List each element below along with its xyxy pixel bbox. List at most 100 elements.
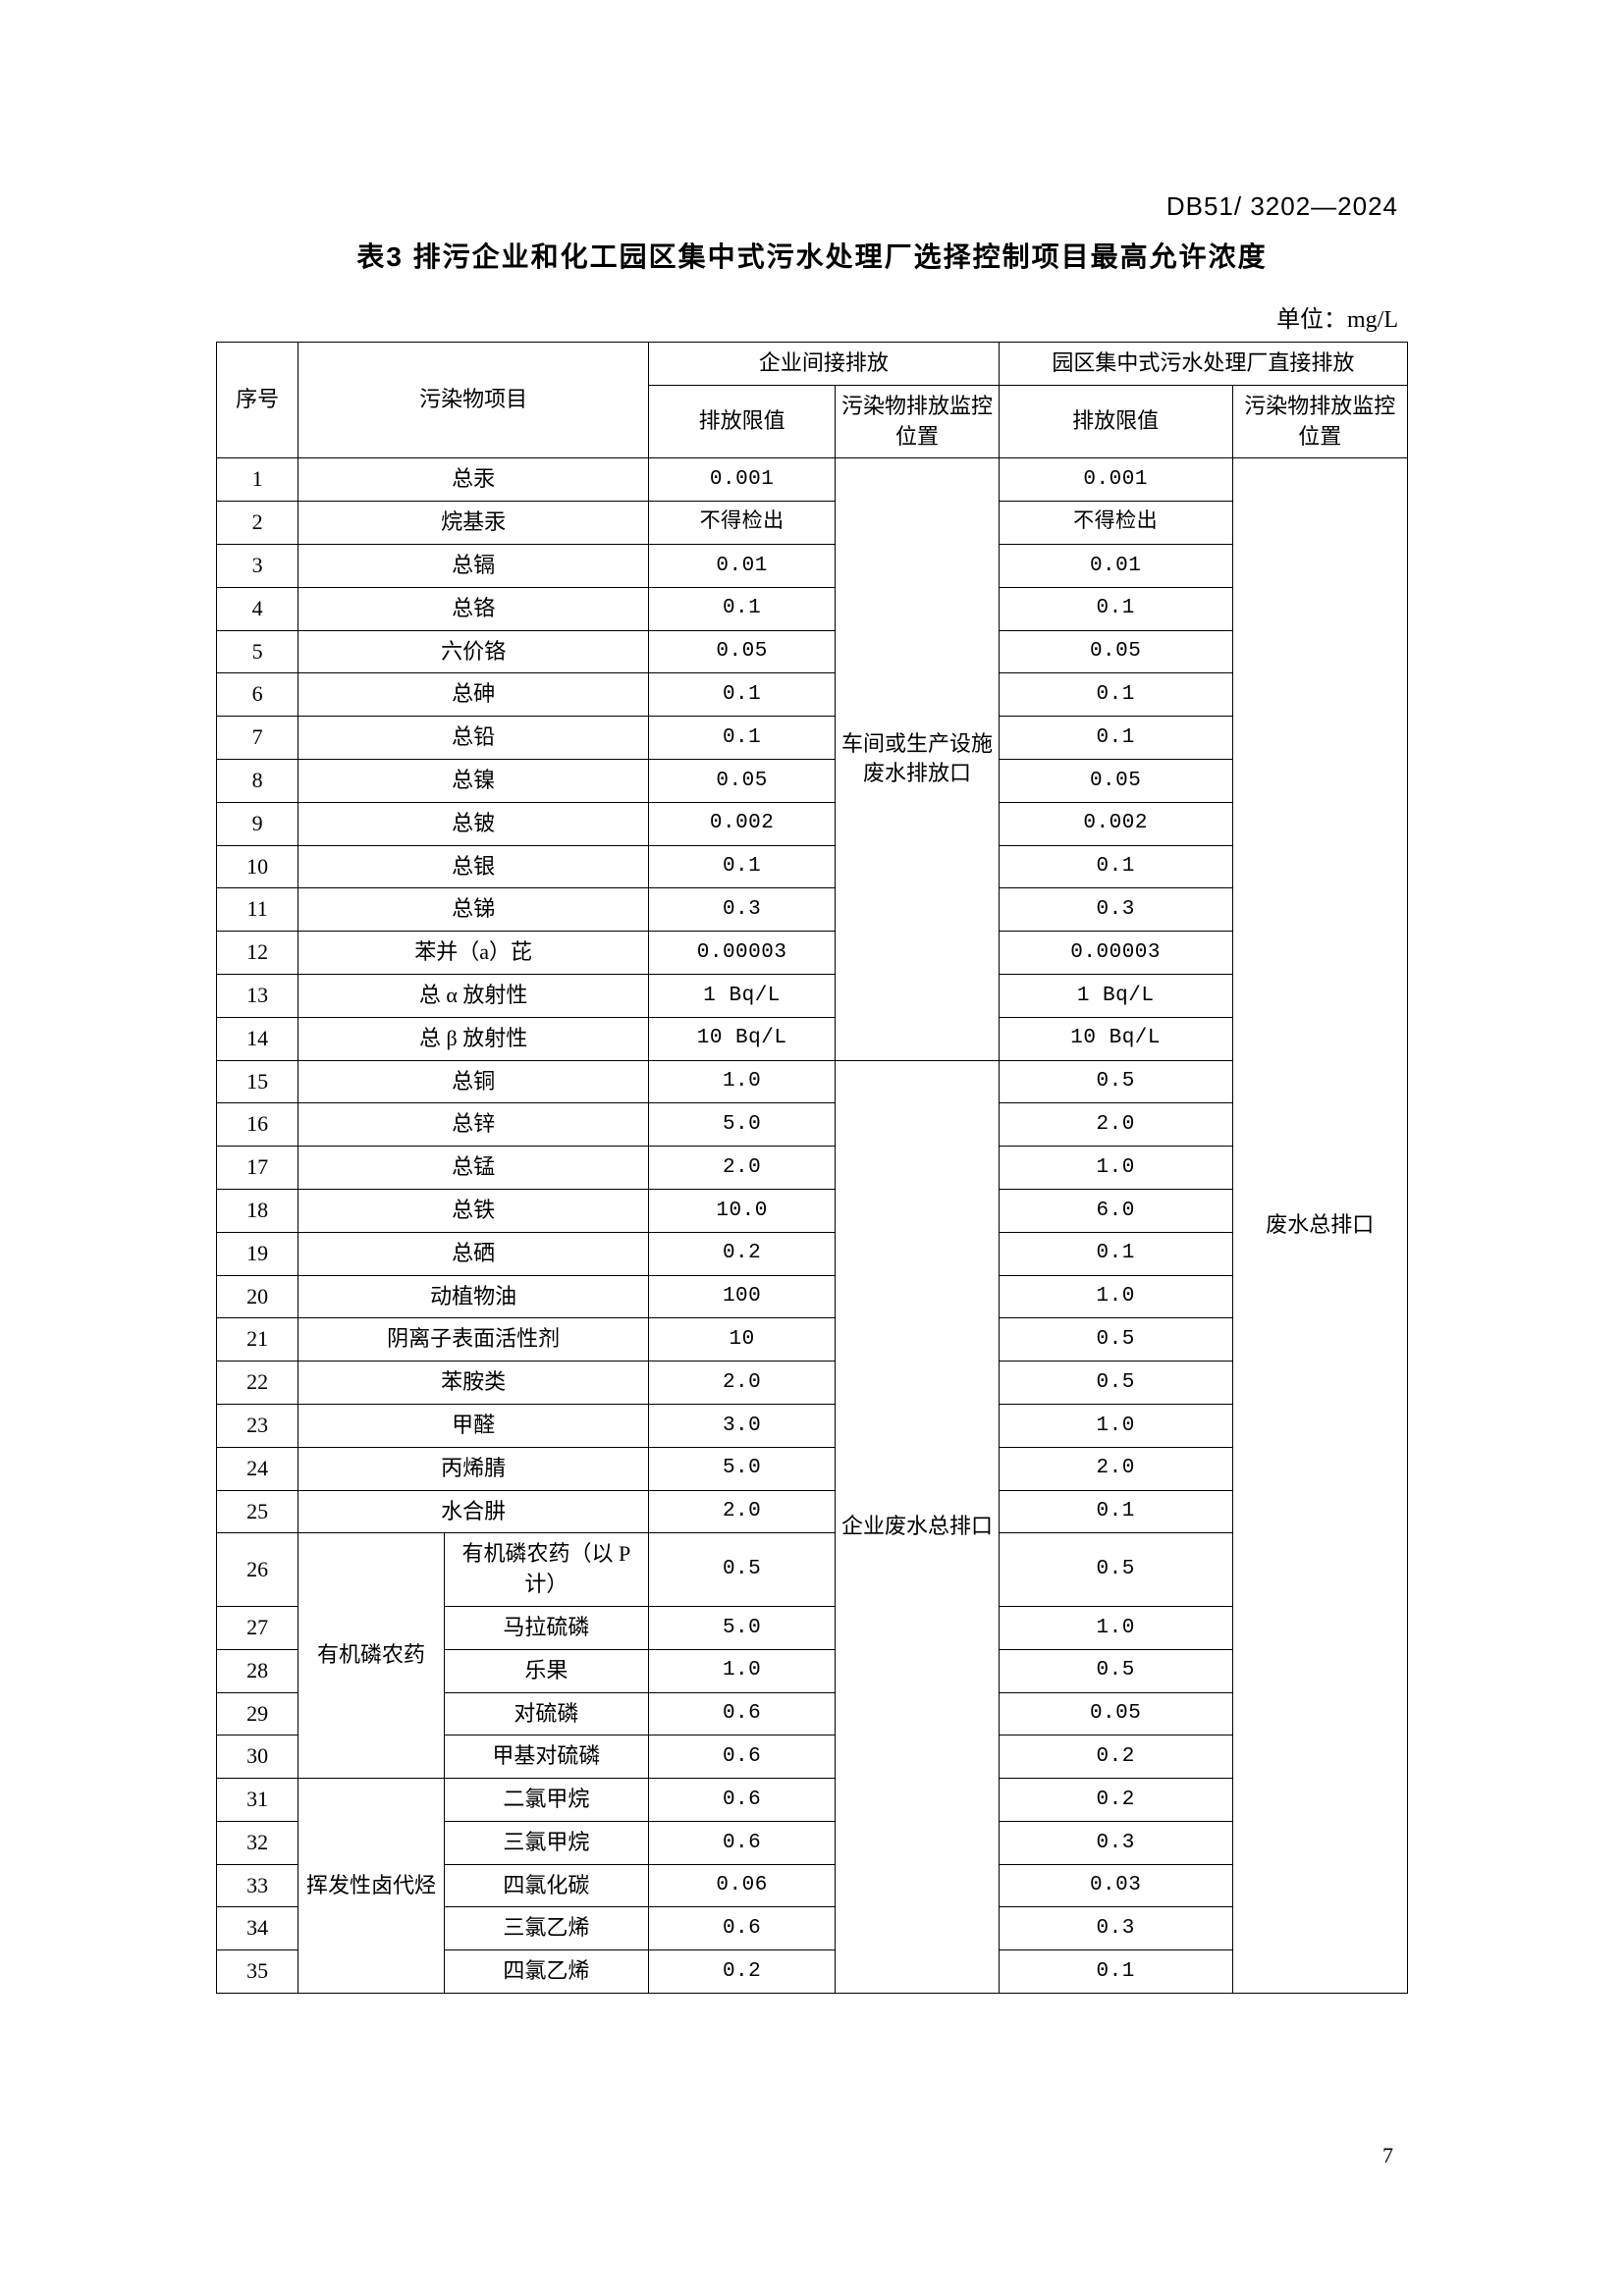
cell-limit1: 5.0 xyxy=(648,1447,835,1490)
cell-seq: 4 xyxy=(217,587,298,630)
cell-limit2: 6.0 xyxy=(999,1189,1232,1232)
cell-pollutant: 对硫磷 xyxy=(444,1692,648,1735)
cell-pollutant: 三氯甲烷 xyxy=(444,1821,648,1864)
cell-seq: 13 xyxy=(217,974,298,1017)
cell-pollutant: 乐果 xyxy=(444,1649,648,1692)
cell-pollutant: 动植物油 xyxy=(298,1275,649,1318)
cell-seq: 32 xyxy=(217,1821,298,1864)
unit-label: 单位：mg/L xyxy=(216,299,1408,334)
cell-limit1: 0.1 xyxy=(648,717,835,760)
cell-seq: 23 xyxy=(217,1404,298,1447)
cell-limit1: 0.2 xyxy=(648,1232,835,1275)
cell-pollutant: 二氯甲烷 xyxy=(444,1779,648,1822)
cell-monitor1: 车间或生产设施废水排放口 xyxy=(836,458,1000,1060)
cell-limit1: 0.2 xyxy=(648,1950,835,1994)
cell-limit2: 0.03 xyxy=(999,1864,1232,1907)
limits-table: 序号 污染物项目 企业间接排放 园区集中式污水处理厂直接排放 排放限值 污染物排… xyxy=(216,342,1408,1994)
table-head: 序号 污染物项目 企业间接排放 园区集中式污水处理厂直接排放 排放限值 污染物排… xyxy=(217,343,1408,458)
table-row: 20动植物油1001.0 xyxy=(217,1275,1408,1318)
table-row: 19总硒0.20.1 xyxy=(217,1232,1408,1275)
cell-seq: 8 xyxy=(217,759,298,802)
cell-seq: 6 xyxy=(217,673,298,717)
cell-limit1: 0.00003 xyxy=(648,932,835,975)
cell-pollutant: 马拉硫磷 xyxy=(444,1606,648,1649)
cell-limit2: 0.1 xyxy=(999,1950,1232,1994)
cell-monitor2: 废水总排口 xyxy=(1232,458,1407,1994)
cell-limit2: 0.1 xyxy=(999,587,1232,630)
cell-limit2: 0.00003 xyxy=(999,932,1232,975)
cell-limit2: 0.001 xyxy=(999,458,1232,502)
cell-seq: 21 xyxy=(217,1318,298,1362)
cell-pollutant: 总硒 xyxy=(298,1232,649,1275)
cell-seq: 20 xyxy=(217,1275,298,1318)
table-row: 17总锰2.01.0 xyxy=(217,1147,1408,1190)
table-row: 4总铬0.10.1 xyxy=(217,587,1408,630)
cell-limit2: 2.0 xyxy=(999,1447,1232,1490)
cell-pollutant: 总镉 xyxy=(298,544,649,587)
table-row: 23甲醛3.01.0 xyxy=(217,1404,1408,1447)
cell-seq: 31 xyxy=(217,1779,298,1822)
cell-limit2: 0.3 xyxy=(999,888,1232,932)
cell-pollutant: 有机磷农药（以 P 计） xyxy=(444,1533,648,1607)
table-row: 14总 β 放射性10 Bq/L10 Bq/L xyxy=(217,1017,1408,1060)
cell-seq: 1 xyxy=(217,458,298,502)
cell-seq: 29 xyxy=(217,1692,298,1735)
cell-limit1: 0.6 xyxy=(648,1692,835,1735)
table-row: 3总镉0.010.01 xyxy=(217,544,1408,587)
cell-limit1: 10.0 xyxy=(648,1189,835,1232)
cell-pollutant: 总银 xyxy=(298,845,649,888)
header-monitor2: 污染物排放监控位置 xyxy=(1232,385,1407,458)
cell-limit1: 10 Bq/L xyxy=(648,1017,835,1060)
cell-seq: 22 xyxy=(217,1362,298,1405)
cell-seq: 30 xyxy=(217,1735,298,1779)
cell-seq: 3 xyxy=(217,544,298,587)
table-row: 1总汞0.001车间或生产设施废水排放口0.001废水总排口 xyxy=(217,458,1408,502)
cell-limit2: 0.5 xyxy=(999,1060,1232,1103)
cell-limit2: 1.0 xyxy=(999,1404,1232,1447)
table-body: 1总汞0.001车间或生产设施废水排放口0.001废水总排口2烷基汞不得检出不得… xyxy=(217,458,1408,1994)
cell-limit1: 5.0 xyxy=(648,1103,835,1147)
header-seq: 序号 xyxy=(217,343,298,458)
cell-pollutant: 总铬 xyxy=(298,587,649,630)
cell-limit2: 0.05 xyxy=(999,1692,1232,1735)
cell-pollutant: 四氯乙烯 xyxy=(444,1950,648,1994)
cell-limit1: 1 Bq/L xyxy=(648,974,835,1017)
table-row: 15总铜1.0企业废水总排口0.5 xyxy=(217,1060,1408,1103)
cell-pollutant: 总镍 xyxy=(298,759,649,802)
table-row: 7总铅0.10.1 xyxy=(217,717,1408,760)
cell-seq: 11 xyxy=(217,888,298,932)
header-monitor1: 污染物排放监控位置 xyxy=(836,385,1000,458)
cell-seq: 2 xyxy=(217,502,298,545)
cell-limit1: 5.0 xyxy=(648,1606,835,1649)
cell-pollutant: 总 β 放射性 xyxy=(298,1017,649,1060)
cell-seq: 25 xyxy=(217,1490,298,1533)
cell-limit1: 2.0 xyxy=(648,1362,835,1405)
cell-limit2: 0.5 xyxy=(999,1533,1232,1607)
cell-pollutant: 总汞 xyxy=(298,458,649,502)
cell-pollutant: 总砷 xyxy=(298,673,649,717)
header-item: 污染物项目 xyxy=(298,343,649,458)
cell-seq: 35 xyxy=(217,1950,298,1994)
table-row: 9总铍0.0020.002 xyxy=(217,802,1408,845)
cell-limit1: 0.5 xyxy=(648,1533,835,1607)
cell-limit2: 0.5 xyxy=(999,1318,1232,1362)
table-row: 10总银0.10.1 xyxy=(217,845,1408,888)
cell-limit1: 0.001 xyxy=(648,458,835,502)
table-row: 6总砷0.10.1 xyxy=(217,673,1408,717)
header-group2: 园区集中式污水处理厂直接排放 xyxy=(999,343,1407,386)
cell-seq: 24 xyxy=(217,1447,298,1490)
cell-limit1: 0.05 xyxy=(648,759,835,802)
cell-limit1: 0.1 xyxy=(648,845,835,888)
cell-limit1: 0.3 xyxy=(648,888,835,932)
cell-limit2: 1.0 xyxy=(999,1275,1232,1318)
cell-seq: 16 xyxy=(217,1103,298,1147)
cell-seq: 10 xyxy=(217,845,298,888)
cell-seq: 28 xyxy=(217,1649,298,1692)
cell-pollutant: 六价铬 xyxy=(298,630,649,673)
cell-limit2: 0.1 xyxy=(999,845,1232,888)
cell-limit1: 10 xyxy=(648,1318,835,1362)
cell-limit1: 1.0 xyxy=(648,1649,835,1692)
cell-pollutant: 甲基对硫磷 xyxy=(444,1735,648,1779)
cell-seq: 27 xyxy=(217,1606,298,1649)
page-number: 7 xyxy=(1382,2143,1393,2168)
